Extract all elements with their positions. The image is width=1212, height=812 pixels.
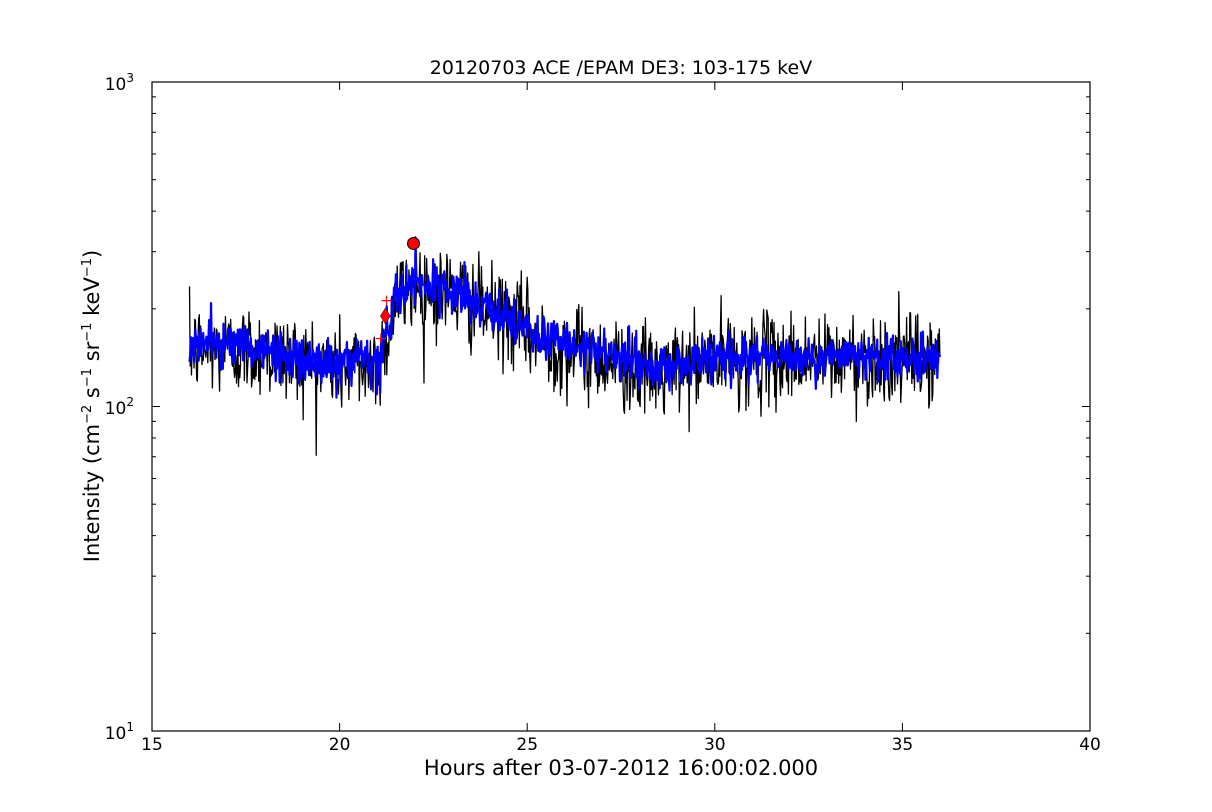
plot-area (188, 236, 941, 456)
axis-ticks (151, 81, 1091, 732)
onset-marker-diamond (380, 307, 391, 325)
x-tick-label: 25 (516, 735, 538, 755)
y-tick-label: 103 (105, 71, 134, 95)
y-axis-label: Intensity (cm−2 s−1 sr−1 keV−1) (80, 250, 104, 562)
x-tick-label: 35 (892, 735, 914, 755)
smoothed-intensity-line (188, 236, 941, 399)
y-tick-label: 101 (105, 720, 134, 744)
marker-plus (381, 295, 392, 306)
x-tick-label: 40 (1079, 735, 1101, 755)
y-tick-labels: 101 102 103 (105, 71, 134, 744)
peak-marker-circle (407, 236, 421, 250)
x-tick-label: 15 (141, 735, 163, 755)
x-tick-label: 30 (704, 735, 726, 755)
marker-plus (375, 333, 386, 344)
y-tick-label: 102 (105, 395, 134, 419)
chart-title: 20120703 ACE /EPAM DE3: 103-175 keV (430, 57, 812, 79)
x-tick-label: 20 (329, 735, 351, 755)
x-axis-label: Hours after 03-07-2012 16:00:02.000 (424, 756, 818, 780)
x-tick-labels: 15 20 25 30 35 40 (141, 735, 1101, 755)
